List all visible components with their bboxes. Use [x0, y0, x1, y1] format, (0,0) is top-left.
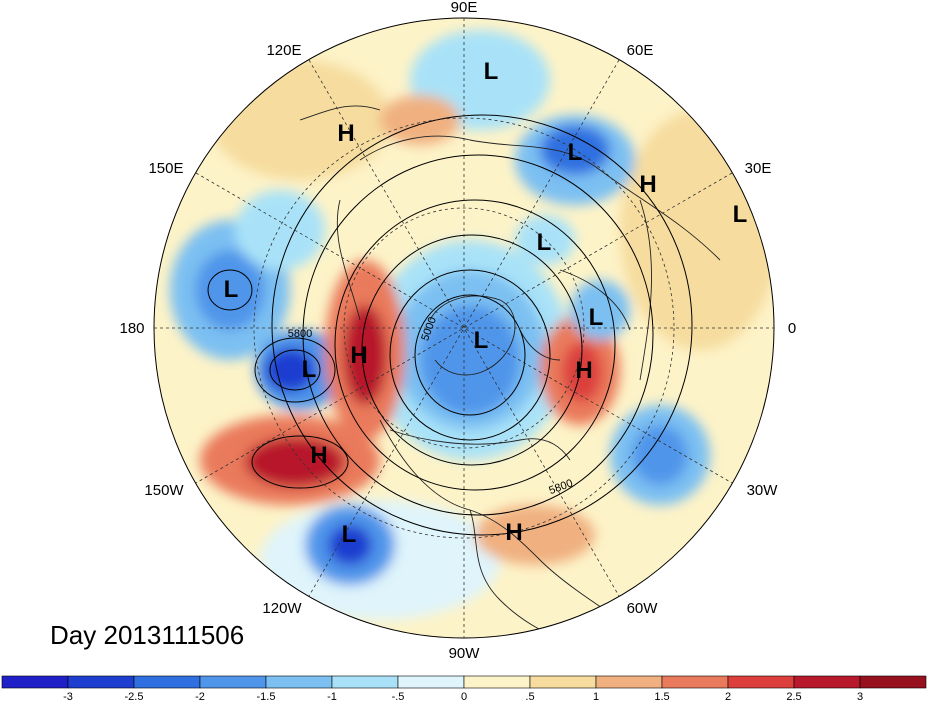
colorbar-cell [727, 675, 795, 689]
colorbar-tick-label: -3 [63, 691, 73, 702]
colorbar-tick-label: 2.5 [786, 691, 801, 702]
pressure-center-marker: H [337, 120, 354, 147]
colorbar-cell [67, 675, 135, 689]
pressure-center-marker: H [310, 442, 327, 469]
colorbar-tick-label: -1 [327, 691, 337, 702]
pressure-center-marker: L [589, 304, 604, 331]
pressure-center-marker: H [639, 171, 656, 198]
pressure-center-marker: H [575, 357, 592, 384]
day-prefix: Day [50, 620, 97, 650]
pressure-center-marker: L [733, 201, 748, 228]
colorbar-cell [661, 675, 729, 689]
lon-label-180: 180 [119, 320, 144, 337]
colorbar-cell [793, 675, 861, 689]
lon-label-30w: 30W [747, 482, 779, 499]
pressure-center-marker: L [474, 327, 489, 354]
colorbar-cell [265, 675, 333, 689]
pressure-center-marker: H [505, 519, 522, 546]
height-contours [207, 114, 693, 536]
pressure-center-marker: L [537, 229, 552, 256]
colorbar-tick-label: -2.5 [125, 691, 144, 702]
longitude-labels: 90E 60E 30E 0 30W 60W 90W 120W 150W 180 … [119, 0, 796, 662]
colorbar-tick-label: 1 [593, 691, 599, 702]
colorbar-cell [199, 675, 267, 689]
colorbar-cell [133, 675, 201, 689]
pressure-centers: L H L H L L L L L H L H H L H [224, 58, 748, 548]
lon-label-150w: 150W [144, 482, 184, 499]
lon-label-90w: 90W [449, 645, 481, 662]
pressure-center-marker: L [484, 58, 499, 85]
colorbar-tick-label: -.5 [392, 691, 405, 702]
lon-label-30e: 30E [745, 160, 772, 177]
lon-label-90e: 90E [451, 0, 478, 16]
colorbar-cell [1, 675, 69, 689]
pressure-center-marker: L [302, 356, 317, 383]
lon-label-60w: 60W [627, 600, 659, 617]
colorbar-tick-label: 2 [725, 691, 731, 702]
colorbar-cell [595, 675, 663, 689]
colorbar: -3 -2.5 -2 -1.5 -1 -.5 0 .5 1 1.5 2 2.5 3 [1, 675, 927, 702]
colorbar-tick-label: -2 [195, 691, 205, 702]
lon-label-60e: 60E [627, 42, 654, 59]
lon-label-150e: 150E [148, 160, 183, 177]
colorbar-tick-label: 0 [461, 691, 467, 702]
colorbar-cell [859, 675, 927, 689]
colorbar-cell [397, 675, 465, 689]
pressure-center-marker: H [350, 342, 367, 369]
colorbar-tick-label: .5 [525, 691, 534, 702]
colorbar-tick-label: 3 [857, 691, 863, 702]
day-value: 2013111506 [103, 620, 245, 650]
colorbar-ticks: -3 -2.5 -2 -1.5 -1 -.5 0 .5 1 1.5 2 2.5 3 [63, 691, 863, 702]
lon-label-120w: 120W [262, 600, 302, 617]
pressure-center-marker: L [342, 521, 357, 548]
colorbar-cell [331, 675, 399, 689]
pressure-center-marker: L [224, 276, 239, 303]
graticule [153, 17, 775, 639]
colorbar-cell [529, 675, 597, 689]
colorbar-cell [463, 675, 531, 689]
anomaly-field [154, 18, 774, 638]
lon-label-120e: 120E [266, 42, 301, 59]
colorbar-tick-label: -1.5 [257, 691, 276, 702]
lon-label-0: 0 [788, 320, 796, 337]
contour-label: 5800 [288, 328, 312, 340]
pressure-center-marker: L [568, 139, 583, 166]
colorbar-cells [1, 675, 927, 689]
forecast-day-label: Day 2013111506 [50, 620, 244, 651]
colorbar-tick-label: 1.5 [654, 691, 669, 702]
